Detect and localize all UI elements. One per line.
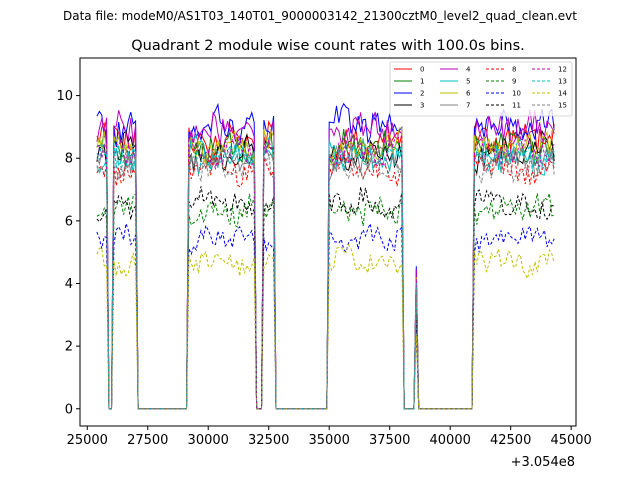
series-line [96,137,555,410]
x-tick-label: 35000 [309,433,350,448]
chart-title: Quadrant 2 module wise count rates with … [131,38,525,54]
legend-label: 8 [512,66,516,74]
x-tick-label: 37500 [369,433,410,448]
x-offset-label: +3.054e8 [511,455,575,470]
legend-label: 5 [466,78,470,86]
legend-label: 3 [420,102,424,110]
legend-frame [389,61,573,117]
legend-label: 4 [466,66,471,74]
y-tick-label: 10 [56,89,73,104]
series-line [96,145,555,410]
y-tick-label: 4 [65,277,73,292]
plot-lines [96,102,555,410]
x-tick-label: 32500 [248,433,289,448]
x-tick-label: 42500 [490,433,531,448]
x-tick-label: 40000 [430,433,471,448]
legend-label: 9 [512,78,516,86]
chart-suptitle: Data file: modeM0/AS1T03_140T01_90000031… [63,9,577,23]
legend-label: 15 [558,102,567,110]
legend-label: 0 [420,66,424,74]
x-tick-label: 27500 [127,433,168,448]
legend-label: 13 [558,78,567,86]
y-tick-label: 2 [65,340,73,355]
legend-label: 1 [420,78,424,86]
y-axis: 0 2 4 6 8 10 [56,89,80,417]
legend-label: 2 [420,90,424,98]
legend-label: 11 [512,102,521,110]
y-tick-label: 0 [65,402,73,417]
legend-label: 14 [558,90,567,98]
y-tick-label: 6 [65,214,73,229]
x-tick-label: 25000 [67,433,108,448]
x-tick-label: 45000 [550,433,591,448]
legend-label: 6 [466,90,471,98]
y-tick-label: 8 [65,152,73,167]
series-line [96,150,555,410]
legend-label: 7 [466,102,470,110]
x-axis: 25000 27500 30000 32500 35000 37500 40000 42500… [67,426,592,448]
x-tick-label: 30000 [188,433,229,448]
legend-label: 12 [558,66,567,74]
plot-frame [79,57,577,427]
legend-label: 10 [512,90,521,98]
